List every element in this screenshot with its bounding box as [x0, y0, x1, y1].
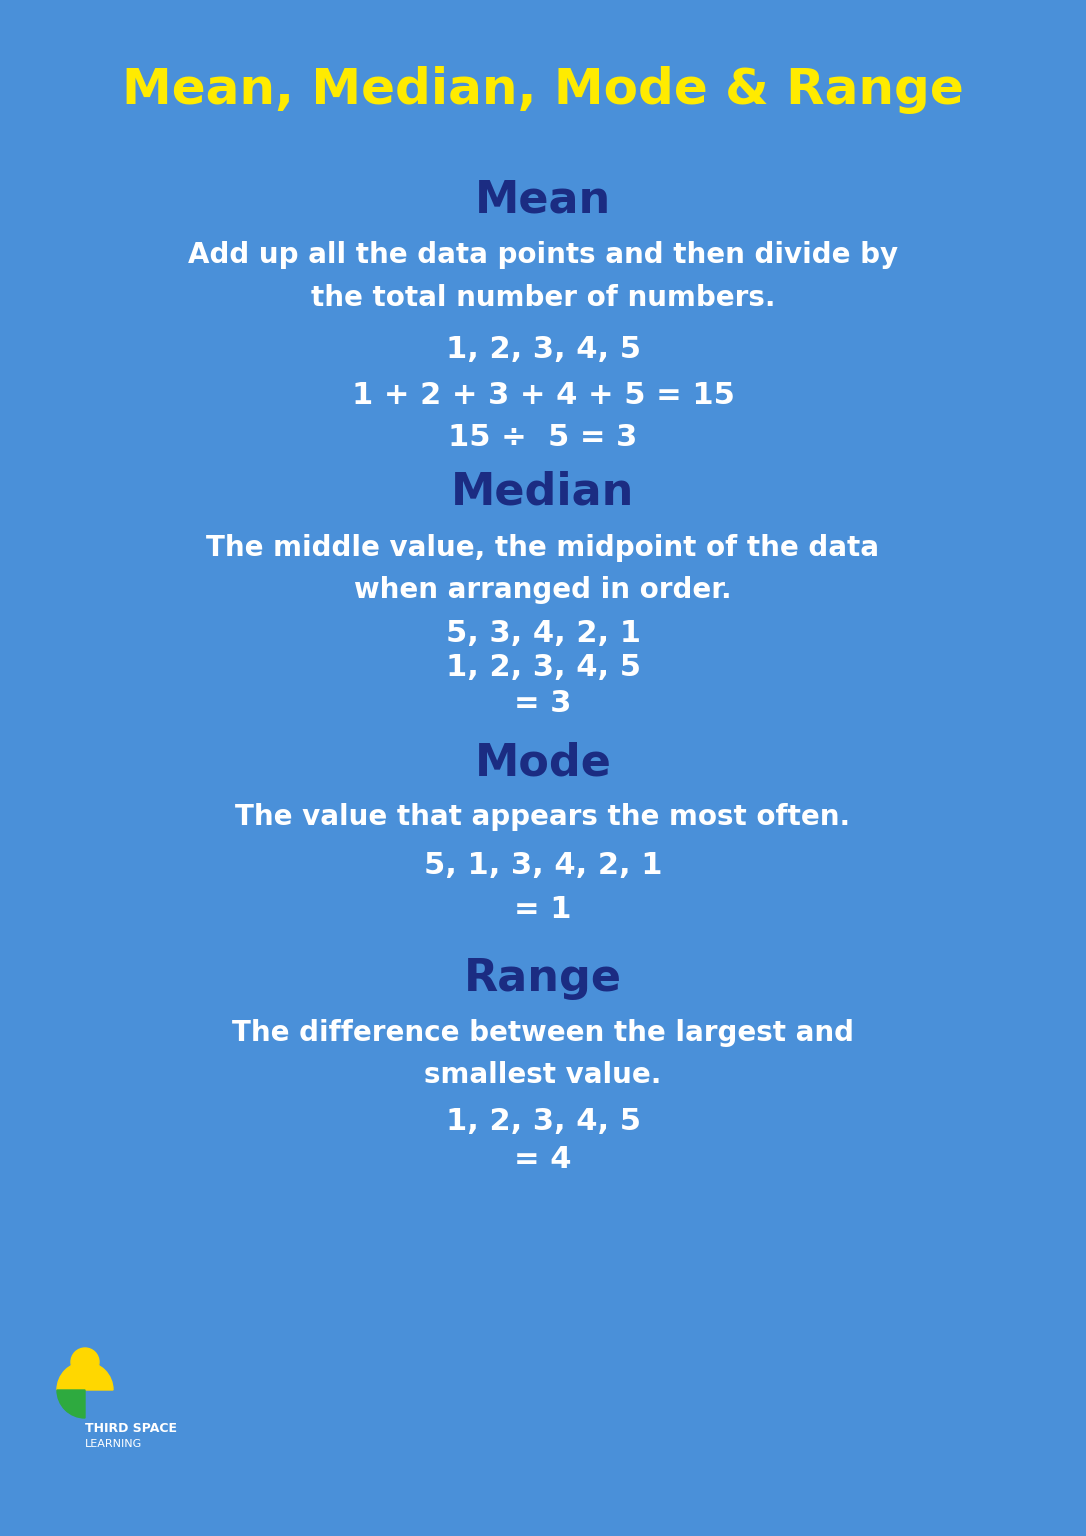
Wedge shape [56, 1362, 113, 1390]
Text: 1 + 2 + 3 + 4 + 5 = 15: 1 + 2 + 3 + 4 + 5 = 15 [352, 381, 734, 410]
Text: when arranged in order.: when arranged in order. [354, 576, 732, 604]
Text: The middle value, the midpoint of the data: The middle value, the midpoint of the da… [206, 535, 880, 562]
Text: = 4: = 4 [515, 1146, 571, 1175]
Text: Range: Range [464, 957, 622, 1000]
Text: Mean, Median, Mode & Range: Mean, Median, Mode & Range [122, 66, 964, 114]
Text: 1, 2, 3, 4, 5: 1, 2, 3, 4, 5 [445, 653, 641, 682]
Text: smallest value.: smallest value. [425, 1061, 661, 1089]
Text: Median: Median [452, 470, 634, 513]
Text: the total number of numbers.: the total number of numbers. [311, 284, 775, 312]
Text: Add up all the data points and then divide by: Add up all the data points and then divi… [188, 241, 898, 269]
Text: Mean: Mean [475, 178, 611, 221]
Text: 5, 1, 3, 4, 2, 1: 5, 1, 3, 4, 2, 1 [424, 851, 662, 880]
Text: THIRD SPACE: THIRD SPACE [85, 1421, 177, 1435]
Text: 15 ÷  5 = 3: 15 ÷ 5 = 3 [449, 424, 637, 453]
Circle shape [71, 1349, 99, 1376]
Text: LEARNING: LEARNING [85, 1439, 142, 1448]
Text: 1, 2, 3, 4, 5: 1, 2, 3, 4, 5 [445, 335, 641, 364]
Text: 5, 3, 4, 2, 1: 5, 3, 4, 2, 1 [445, 619, 641, 648]
Text: Mode: Mode [475, 742, 611, 785]
Text: = 1: = 1 [515, 895, 571, 925]
Text: The value that appears the most often.: The value that appears the most often. [236, 803, 850, 831]
Text: 1, 2, 3, 4, 5: 1, 2, 3, 4, 5 [445, 1107, 641, 1137]
Wedge shape [56, 1390, 85, 1418]
Text: The difference between the largest and: The difference between the largest and [232, 1018, 854, 1048]
Text: = 3: = 3 [515, 688, 571, 717]
